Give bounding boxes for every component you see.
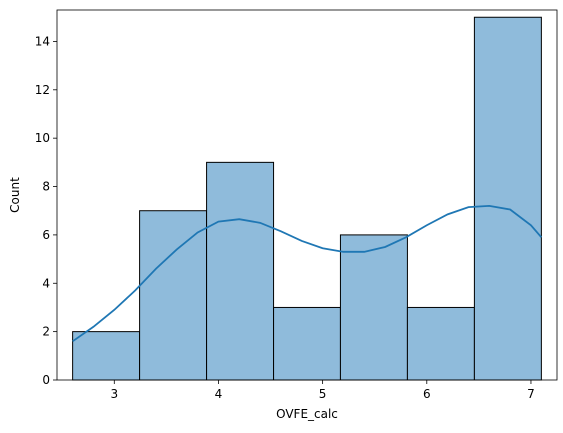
kde-curve xyxy=(72,204,543,343)
histogram-bar xyxy=(406,306,475,381)
y-tick-label: 4 xyxy=(42,276,50,290)
y-tick-label: 2 xyxy=(42,325,50,339)
x-axis-ticks: 3 4 5 6 7 xyxy=(110,380,535,401)
x-tick-label: 7 xyxy=(527,387,535,401)
histogram-bar xyxy=(206,161,275,381)
plot-frame xyxy=(56,9,558,381)
y-tick-label: 8 xyxy=(42,180,50,194)
x-axis-label: OVFE_calc xyxy=(276,407,338,421)
histogram-bar xyxy=(339,234,408,381)
histogram-bar xyxy=(273,306,341,381)
y-tick-label: 6 xyxy=(42,228,50,242)
histogram-bar xyxy=(473,16,542,381)
y-axis-ticks: 0 2 4 6 8 10 12 14 xyxy=(35,34,57,387)
y-tick-label: 10 xyxy=(35,131,50,145)
y-tick-label: 0 xyxy=(42,373,50,387)
x-tick-label: 4 xyxy=(215,387,223,401)
histogram-bar xyxy=(139,210,208,381)
y-tick-label: 14 xyxy=(35,34,50,48)
x-tick-label: 5 xyxy=(319,387,327,401)
y-tick-label: 12 xyxy=(35,83,50,97)
histogram-bar xyxy=(72,331,141,381)
y-axis-label: Count xyxy=(8,177,22,213)
x-tick-label: 3 xyxy=(110,387,118,401)
bars-group xyxy=(72,16,542,381)
x-tick-label: 6 xyxy=(423,387,431,401)
